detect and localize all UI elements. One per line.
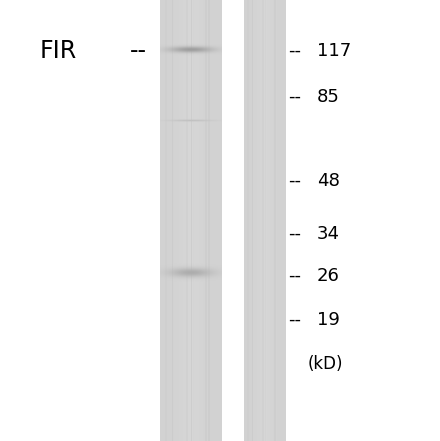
Text: 117: 117	[317, 42, 351, 60]
Text: 34: 34	[317, 225, 340, 243]
Text: --: --	[288, 88, 301, 106]
Text: 48: 48	[317, 172, 340, 190]
Text: 85: 85	[317, 88, 340, 106]
Text: --: --	[130, 39, 147, 63]
Text: (kD): (kD)	[308, 355, 344, 373]
Text: --: --	[288, 225, 301, 243]
Text: --: --	[288, 311, 301, 329]
Text: --: --	[288, 267, 301, 284]
Text: 19: 19	[317, 311, 340, 329]
Text: --: --	[288, 42, 301, 60]
Text: FIR: FIR	[40, 39, 77, 63]
Text: --: --	[288, 172, 301, 190]
Text: 26: 26	[317, 267, 340, 284]
